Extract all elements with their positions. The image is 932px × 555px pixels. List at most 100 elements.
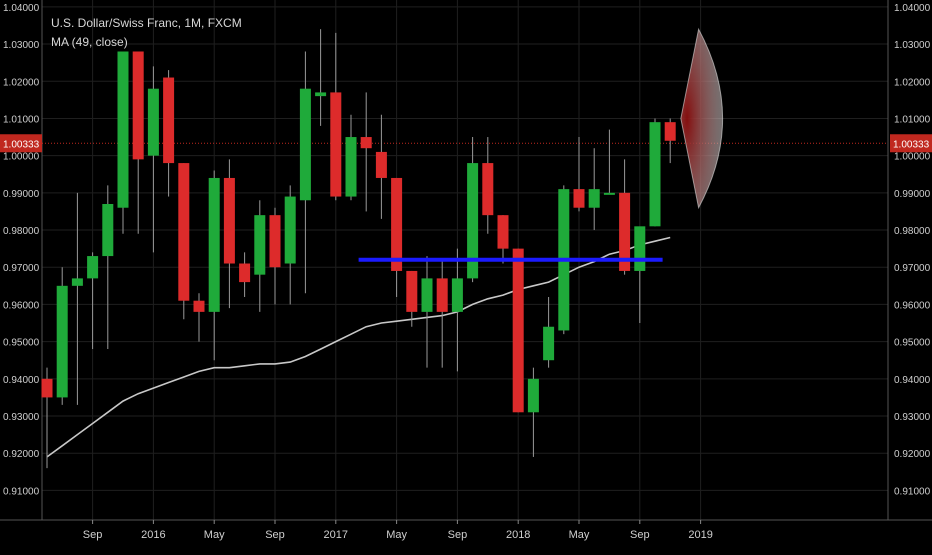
candle (588, 148, 600, 231)
x-tick-label: May (386, 529, 407, 541)
candle-body (512, 248, 524, 413)
candle-body (56, 285, 68, 398)
candle (482, 137, 494, 234)
y-tick-label-right: 0.92000 (894, 449, 931, 460)
candle-body (649, 122, 661, 227)
indicator-label: MA (49, close) (51, 35, 128, 49)
y-tick-label-right: 1.01000 (894, 114, 931, 125)
candle (163, 70, 175, 197)
y-axis-labels: 0.91000 0.91000 0.92000 0.92000 0.93000 0.930… (3, 3, 931, 498)
y-tick-label-right: 0.97000 (894, 263, 931, 274)
candle (102, 185, 114, 350)
y-tick-label-right: 0.95000 (894, 338, 931, 349)
candle (71, 192, 83, 405)
candle (649, 118, 661, 227)
y-tick-label-right: 0.96000 (894, 300, 931, 311)
y-tick-label-right: 1.02000 (894, 77, 931, 88)
candle (223, 159, 235, 309)
candle-body (467, 163, 479, 279)
x-tick-label: 2016 (141, 529, 165, 541)
candle (543, 296, 555, 368)
candle-body (223, 177, 235, 264)
candle-body (254, 215, 266, 275)
candle-body (573, 189, 585, 208)
y-tick-label-left: 1.01000 (3, 114, 40, 125)
candle (603, 129, 615, 195)
candles (41, 29, 676, 469)
candle (254, 200, 266, 312)
price-label-right-bg (890, 134, 932, 153)
candle (330, 32, 342, 201)
candle-body (543, 326, 555, 361)
candle-body (87, 256, 99, 279)
candle-body (315, 92, 327, 97)
candle-body (193, 300, 205, 312)
candle-body (603, 192, 615, 195)
candle-body (132, 51, 144, 160)
candle (208, 170, 220, 361)
candle (132, 51, 144, 234)
candle (269, 207, 281, 305)
candle-body (421, 278, 433, 312)
candle-body (117, 51, 129, 208)
candle (315, 29, 327, 126)
candle-body (71, 278, 83, 286)
candle (497, 215, 509, 264)
x-tick-label: 2017 (324, 529, 348, 541)
candle (527, 367, 539, 457)
candle-body (208, 177, 220, 312)
candle (436, 259, 448, 368)
x-tick-label: 2018 (506, 529, 530, 541)
price-label-left: 1.00333 (3, 139, 40, 150)
candle-body (391, 177, 403, 271)
x-tick-label: Sep (448, 529, 468, 541)
candle (375, 114, 387, 219)
candle (193, 293, 205, 342)
candle-body (41, 378, 53, 398)
candle (634, 226, 646, 324)
x-tick-label: 2019 (688, 529, 712, 541)
candle (573, 137, 585, 212)
candle (87, 252, 99, 350)
y-tick-label-left: 0.95000 (3, 338, 40, 349)
candle-body (239, 263, 251, 283)
y-tick-label-left: 0.91000 (3, 486, 40, 497)
y-tick-label-right: 1.00000 (894, 152, 931, 163)
candle (239, 252, 251, 297)
candle (299, 51, 311, 294)
candle-body (497, 215, 509, 249)
price-label-right: 1.00333 (893, 139, 930, 150)
candle (147, 66, 159, 253)
candle (56, 267, 68, 405)
y-tick-label-right: 0.99000 (894, 189, 931, 200)
candle-body (664, 122, 676, 141)
candle-body (330, 92, 342, 197)
y-tick-label-left: 0.99000 (3, 189, 40, 200)
candle-body (178, 163, 190, 301)
candle-body (619, 192, 631, 271)
chart-title: U.S. Dollar/Swiss Franc, 1M, FXCM (51, 16, 242, 30)
candle (41, 367, 53, 469)
candle (619, 159, 631, 275)
x-axis-labels: Sep 2016 May Sep 2017 May Sep 2018 May Sep 2019 (83, 520, 713, 541)
candle-body (634, 226, 646, 271)
y-tick-label-left: 0.92000 (3, 449, 40, 460)
y-tick-label-right: 1.03000 (894, 40, 931, 51)
y-tick-label-right: 1.04000 (894, 3, 931, 14)
candle-body (163, 77, 175, 164)
y-tick-label-left: 1.03000 (3, 40, 40, 51)
candle-body (588, 189, 600, 208)
y-tick-label-left: 1.02000 (3, 77, 40, 88)
y-tick-label-left: 0.93000 (3, 412, 40, 423)
chart-legend: U.S. Dollar/Swiss Franc, 1M, FXCM MA (49… (51, 14, 242, 52)
y-tick-label-right: 0.93000 (894, 412, 931, 423)
x-tick-label: May (204, 529, 225, 541)
candle-body (269, 215, 281, 268)
y-tick-label-left: 0.94000 (3, 375, 40, 386)
candle-body (375, 151, 387, 178)
y-tick-label-right: 0.94000 (894, 375, 931, 386)
candle (178, 163, 190, 320)
projection-cone (680, 27, 724, 210)
